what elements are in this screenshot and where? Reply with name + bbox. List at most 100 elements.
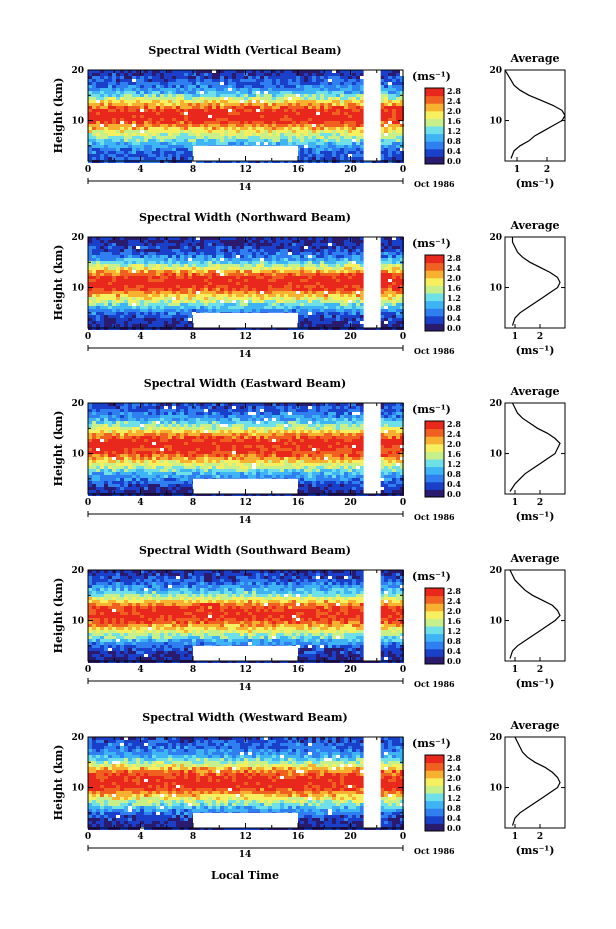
heatmap-cell — [304, 148, 308, 151]
heatmap-cell — [316, 148, 320, 151]
heatmap-cell — [224, 249, 228, 252]
heatmap-cell — [276, 309, 280, 312]
heatmap-cell — [320, 136, 324, 139]
heatmap-cell — [220, 285, 224, 288]
heatmap-cell — [88, 124, 92, 127]
heatmap-cell — [200, 273, 204, 276]
heatmap-cell — [400, 252, 404, 255]
heatmap-cell — [216, 136, 220, 139]
heatmap-cell — [248, 255, 252, 258]
heatmap-cell — [120, 300, 124, 303]
heatmap-cell — [340, 300, 344, 303]
heatmap-cell — [172, 237, 176, 240]
heatmap-cell — [312, 91, 316, 94]
heatmap-cell — [184, 139, 188, 142]
heatmap-cell — [152, 252, 156, 255]
heatmap-cell — [176, 136, 180, 139]
heatmap-cell — [108, 309, 112, 312]
heatmap-cell — [344, 73, 348, 76]
heatmap-cell — [108, 246, 112, 249]
heatmap-cell — [196, 246, 200, 249]
heatmap-cell — [380, 79, 384, 82]
heatmap-cell — [152, 136, 156, 139]
heatmap-cell — [120, 139, 124, 142]
heatmap-cell — [244, 88, 248, 91]
heatmap-cell — [360, 142, 364, 145]
heatmap-cell — [380, 252, 384, 255]
heatmap-cell — [344, 276, 348, 279]
heatmap-cell — [128, 79, 132, 82]
heatmap-cell — [348, 258, 352, 261]
heatmap-cell — [312, 318, 316, 321]
heatmap-cell — [100, 264, 104, 267]
heatmap-cell — [156, 276, 160, 279]
heatmap-cell — [116, 297, 120, 300]
heatmap-cell — [268, 309, 272, 312]
heatmap-cell — [320, 112, 324, 115]
heatmap-cell — [160, 70, 164, 73]
heatmap-cell — [396, 100, 400, 103]
heatmap-cell — [144, 142, 148, 145]
heatmap-cell — [212, 270, 216, 273]
heatmap-cell — [200, 288, 204, 291]
heatmap-cell — [352, 118, 356, 121]
heatmap-cell — [348, 282, 352, 285]
heatmap-cell — [284, 297, 288, 300]
heatmap-cell — [136, 282, 140, 285]
heatmap-cell — [100, 267, 104, 270]
heatmap-cell — [300, 258, 304, 261]
heatmap-cell — [164, 273, 168, 276]
heatmap-cell — [128, 318, 132, 321]
heatmap-cell — [360, 264, 364, 267]
heatmap-cell — [224, 100, 228, 103]
heatmap-cell — [136, 276, 140, 279]
heatmap-cell — [384, 82, 388, 85]
heatmap-cell — [396, 285, 400, 288]
heatmap-cell — [380, 154, 384, 157]
heatmap-cell — [248, 306, 252, 309]
heatmap-cell — [228, 130, 232, 133]
heatmap-cell — [312, 246, 316, 249]
heatmap-cell — [196, 70, 200, 73]
heatmap-cell — [284, 288, 288, 291]
heatmap-cell — [268, 73, 272, 76]
heatmap-cell — [200, 243, 204, 246]
heatmap-cell — [292, 88, 296, 91]
heatmap-cell — [320, 139, 324, 142]
heatmap-cell — [140, 127, 144, 130]
heatmap-cell — [380, 237, 384, 240]
heatmap-cell — [388, 300, 392, 303]
heatmap-cell — [320, 267, 324, 270]
heatmap-cell — [296, 249, 300, 252]
heatmap-cell — [384, 73, 388, 76]
heatmap-cell — [140, 321, 144, 324]
heatmap-cell — [100, 291, 104, 294]
heatmap-cell — [348, 112, 352, 115]
heatmap-cell — [168, 118, 172, 121]
heatmap-cell — [384, 315, 388, 318]
heatmap-cell — [308, 252, 312, 255]
heatmap-cell — [128, 321, 132, 324]
heatmap-cell — [332, 282, 336, 285]
heatmap-cell — [216, 100, 220, 103]
heatmap-cell — [140, 79, 144, 82]
heatmap-cell — [132, 240, 136, 243]
heatmap-cell — [92, 294, 96, 297]
heatmap-cell — [136, 237, 140, 240]
heatmap-cell — [216, 294, 220, 297]
heatmap-cell — [96, 312, 100, 315]
heatmap-cell — [348, 318, 352, 321]
heatmap-cell — [176, 142, 180, 145]
heatmap-cell — [400, 306, 404, 309]
heatmap-cell — [108, 273, 112, 276]
heatmap-cell — [336, 300, 340, 303]
y-axis-label: Height (km) — [52, 78, 65, 154]
heatmap-cell — [316, 249, 320, 252]
heatmap-cell — [360, 279, 364, 282]
heatmap-cell — [132, 309, 136, 312]
heatmap-cell — [164, 264, 168, 267]
heatmap-cell — [160, 303, 164, 306]
heatmap-cell — [220, 276, 224, 279]
heatmap-cell — [156, 303, 160, 306]
heatmap-cell — [88, 157, 92, 160]
